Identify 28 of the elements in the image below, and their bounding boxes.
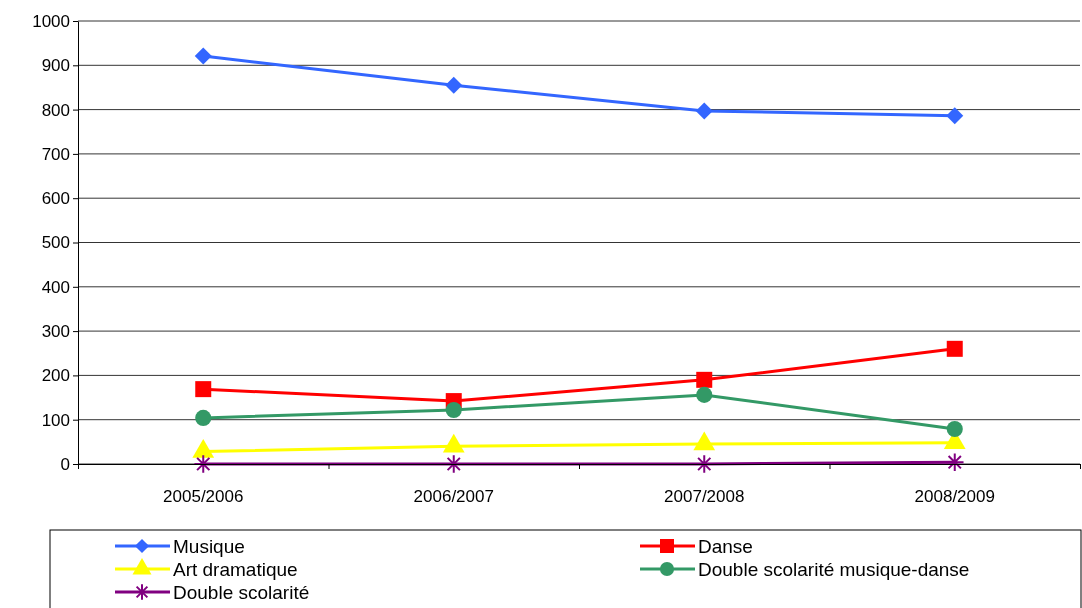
legend-label: Musique bbox=[173, 536, 245, 557]
y-tick-label: 300 bbox=[41, 322, 70, 342]
y-tick-label: 800 bbox=[41, 100, 70, 120]
y-tick-label: 0 bbox=[60, 454, 70, 474]
x-tick-label: 2006/2007 bbox=[413, 487, 494, 506]
point bbox=[944, 452, 965, 473]
y-tick-label: 700 bbox=[41, 144, 70, 164]
legend-label: Art dramatique bbox=[173, 559, 298, 580]
y-tick-label: 600 bbox=[41, 189, 70, 209]
point bbox=[946, 420, 963, 438]
point bbox=[696, 371, 713, 388]
point bbox=[195, 409, 212, 426]
x-tick-label: 2008/2009 bbox=[914, 487, 995, 506]
y-tick-label: 200 bbox=[41, 366, 70, 386]
point bbox=[946, 340, 963, 357]
y-tick-label: 500 bbox=[41, 233, 70, 253]
y-tick-label: 100 bbox=[41, 410, 70, 430]
y-tick-label: 900 bbox=[41, 56, 70, 76]
point bbox=[696, 386, 713, 403]
point bbox=[445, 401, 462, 419]
y-tick-label: 400 bbox=[41, 277, 70, 297]
legend-label: Double scolarité bbox=[173, 582, 310, 603]
x-tick-label: 2007/2008 bbox=[664, 487, 745, 506]
x-tick-label: 2005/2006 bbox=[163, 487, 244, 506]
point bbox=[195, 381, 212, 398]
y-tick-label: 1000 bbox=[32, 11, 70, 31]
legend-label: Danse bbox=[698, 536, 753, 557]
legend-label: Double scolarité musique-danse bbox=[698, 559, 970, 580]
